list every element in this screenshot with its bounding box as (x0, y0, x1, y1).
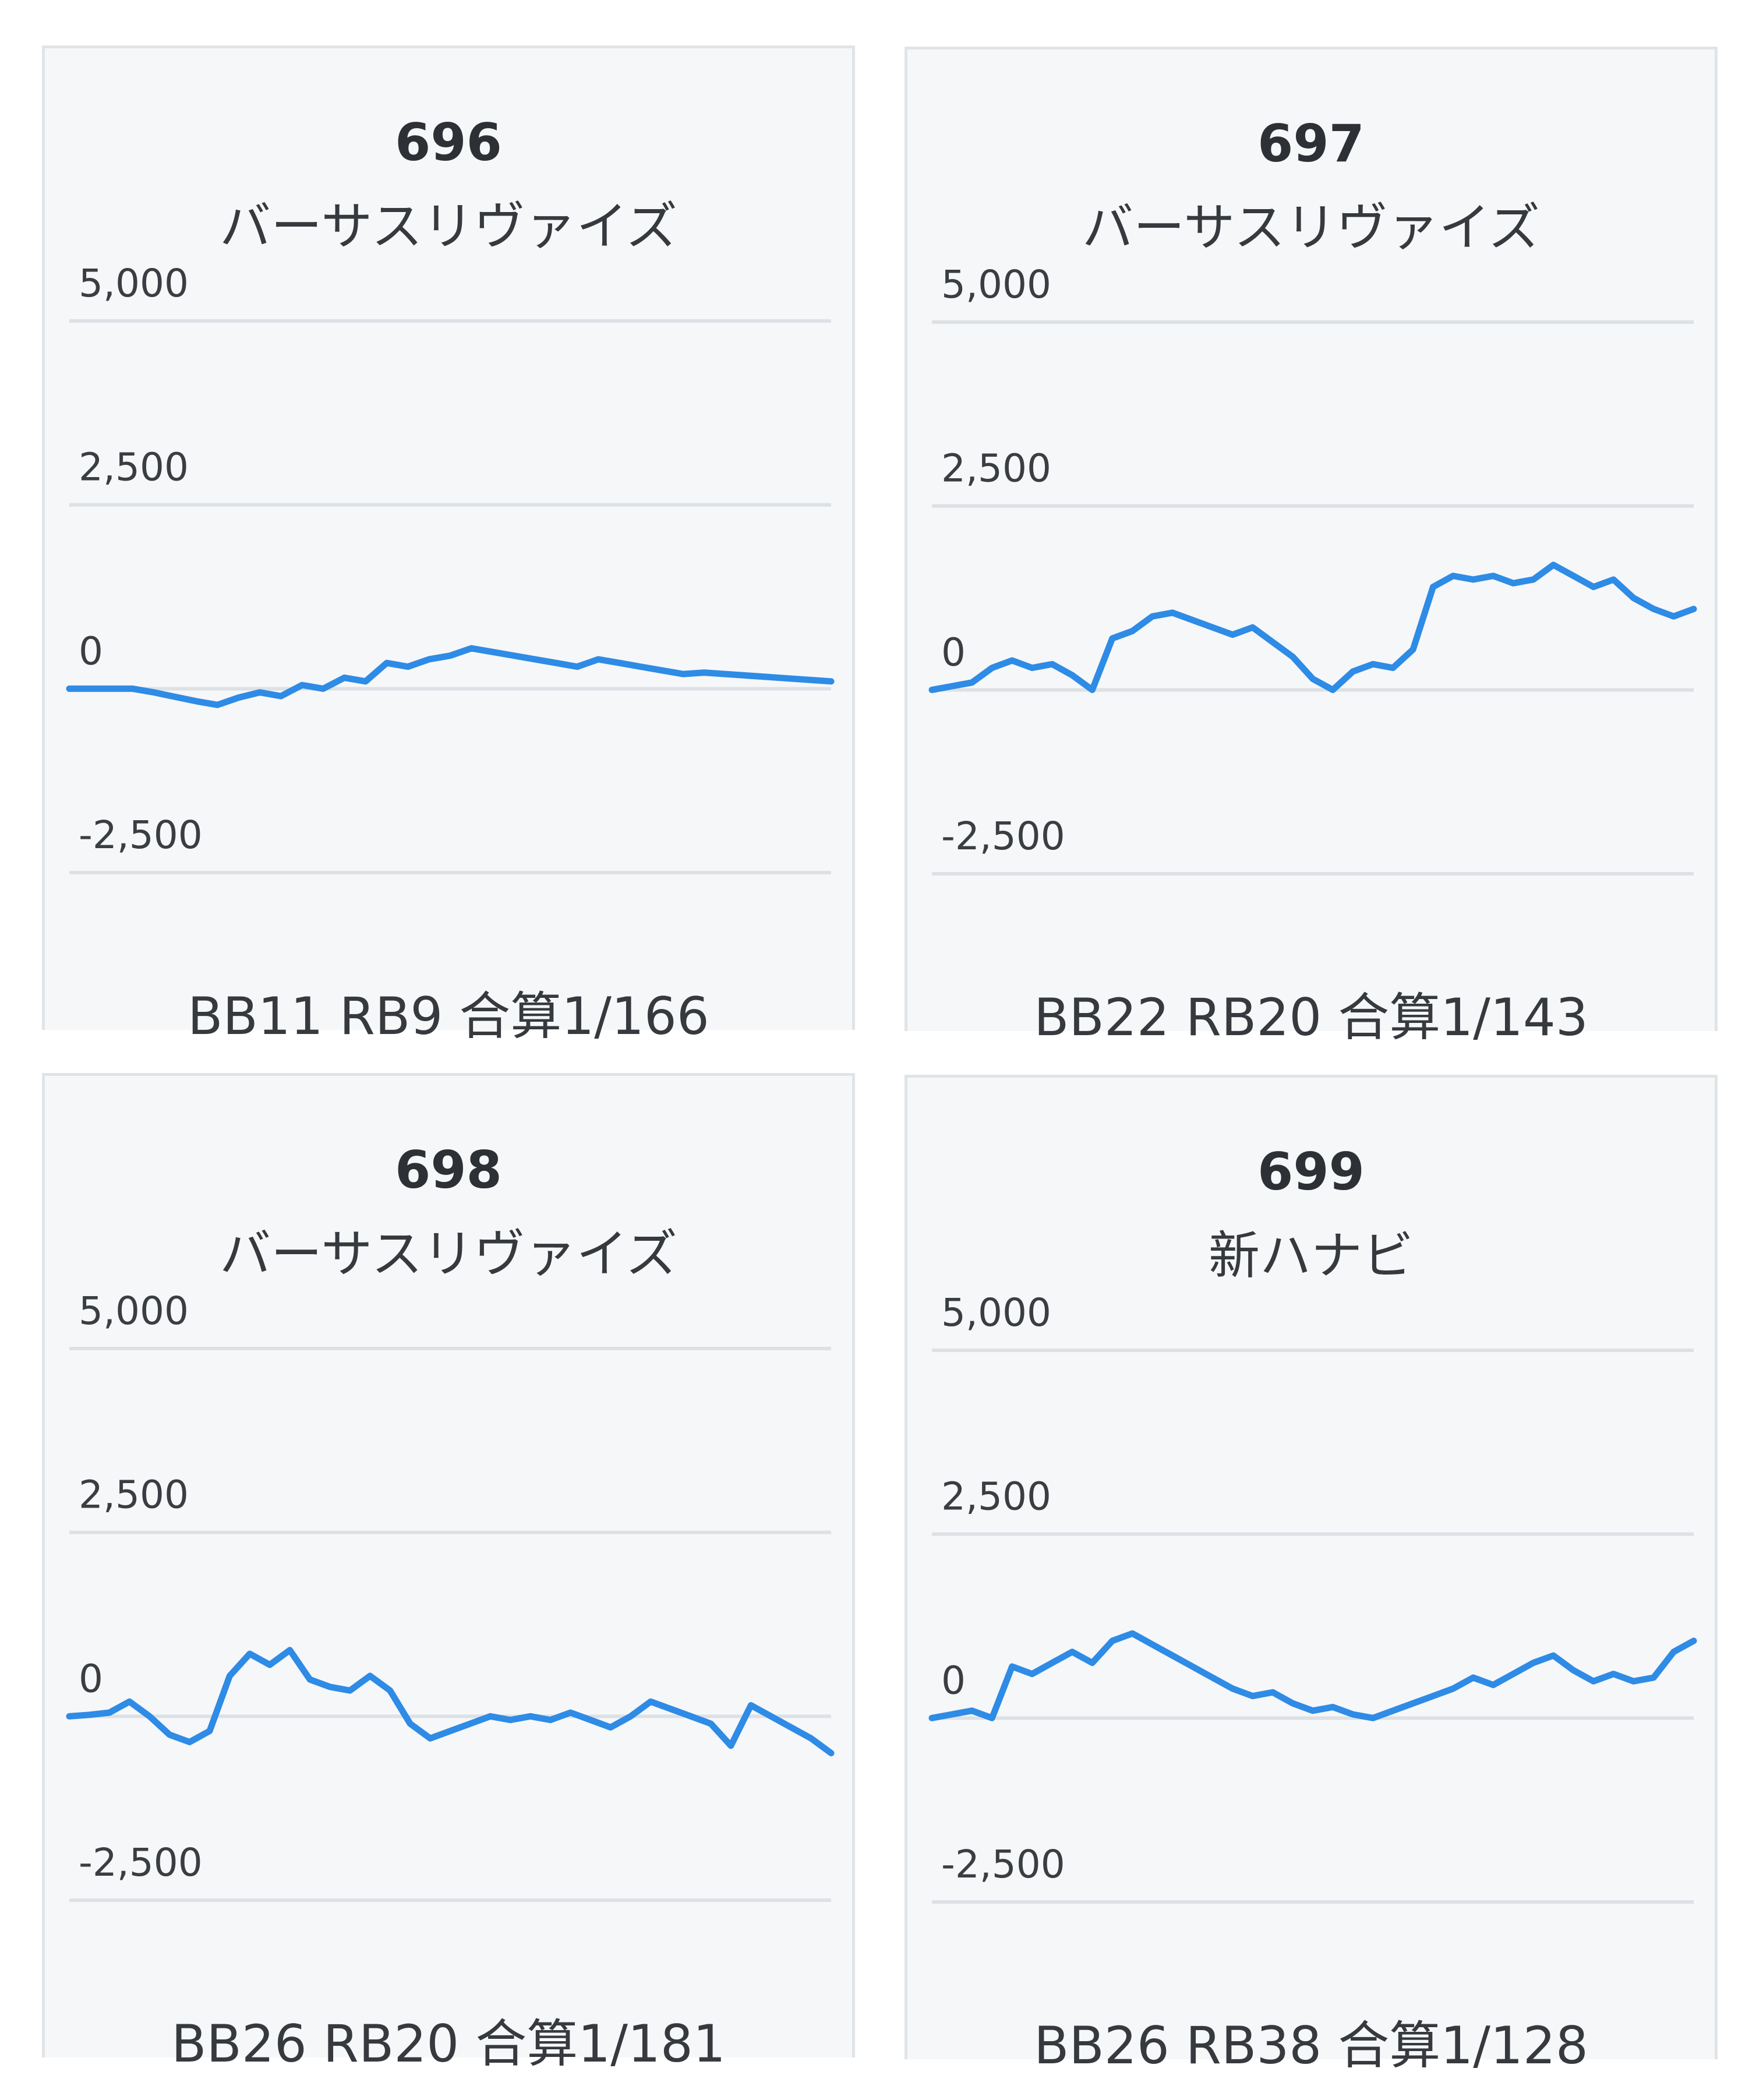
series-line (66, 1647, 835, 1756)
chart-card-698: 698 バーサスリヴァイズ 5,000 2,500 0 -2,500 BB26 RB2… (42, 1073, 855, 2070)
chart-card-697: 697 バーサスリヴァイズ 5,000 2,500 0 -2,500 BB22 RB2… (905, 47, 1718, 1043)
y-tick-label: -2,500 (79, 813, 203, 857)
line-chart: 5,000 2,500 0 -2,500 (928, 1290, 1697, 1904)
y-tick-label: -2,500 (79, 1840, 203, 1885)
machine-name: バーサスリヴァイズ (1082, 197, 1540, 257)
bonus-stats: BB26 RB38 合算1/128 (1034, 2016, 1588, 2076)
series-line (928, 1630, 1697, 1721)
chart-card-696: 696 バーサスリヴァイズ 5,000 2,500 0 -2,500 BB11 RB9… (42, 45, 855, 1042)
y-tick-label: 5,000 (941, 1290, 1051, 1335)
bonus-stats: BB11 RB9 合算1/166 (188, 986, 709, 1046)
y-tick-label: 2,500 (79, 445, 189, 490)
machine-name: 新ハナビ (1208, 1226, 1414, 1286)
machine-name: バーサスリヴァイズ (220, 1224, 677, 1284)
y-tick-label: 0 (941, 1658, 966, 1703)
series-line (928, 562, 1697, 693)
y-tick-label: 2,500 (941, 1474, 1051, 1519)
machine-name: バーサスリヴァイズ (220, 196, 677, 256)
bonus-stats: BB22 RB20 合算1/143 (1034, 987, 1588, 1047)
line-chart: 5,000 2,500 0 -2,500 (66, 1289, 835, 1902)
line-chart: 5,000 2,500 0 -2,500 (66, 261, 835, 874)
y-tick-label: 0 (79, 629, 103, 673)
y-tick-label: -2,500 (941, 814, 1065, 859)
y-tick-label: -2,500 (941, 1842, 1065, 1887)
chart-card-699: 699 新ハナビ 5,000 2,500 0 -2,500 BB26 RB38 合算1… (905, 1075, 1718, 2071)
machine-number: 698 (395, 1140, 502, 1200)
y-tick-label: 5,000 (79, 261, 189, 306)
machine-number: 697 (1257, 114, 1365, 174)
bonus-stats: BB26 RB20 合算1/181 (171, 2014, 726, 2074)
line-chart: 5,000 2,500 0 -2,500 (928, 262, 1697, 876)
y-tick-label: 5,000 (941, 262, 1051, 307)
y-tick-label: 0 (941, 630, 966, 675)
series-line (66, 645, 835, 708)
y-tick-label: 2,500 (941, 446, 1051, 491)
y-tick-label: 2,500 (79, 1473, 189, 1517)
machine-number: 696 (395, 112, 502, 172)
y-tick-label: 5,000 (79, 1289, 189, 1333)
machine-number: 699 (1257, 1142, 1365, 1202)
y-tick-label: 0 (79, 1656, 103, 1701)
